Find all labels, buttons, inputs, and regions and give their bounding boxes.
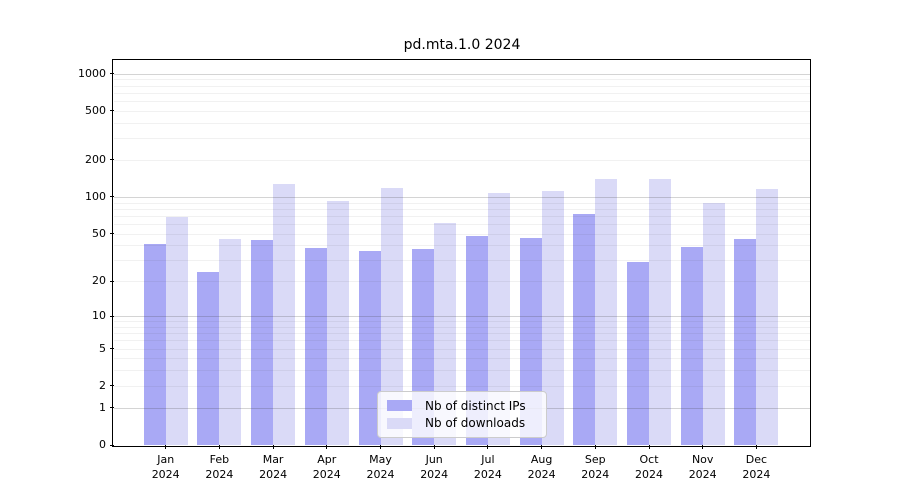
legend-item-downloads: Nb of downloads [387,415,537,433]
x-tick-oct [648,445,650,449]
y-tick-label-50: 50 [92,226,106,240]
legend-label-downloads: Nb of downloads [425,416,526,431]
legend-swatch-distinct-ips [387,400,412,412]
gridline-400 [114,122,810,124]
gridline-50 [114,233,810,235]
x-tick-aug [541,445,543,449]
x-tick-label-nov: Nov 2024 [688,453,717,481]
gridline-800 [114,85,810,87]
legend: Nb of distinct IPs Nb of downloads [377,391,547,438]
bar-nb-of-downloads-jan [165,217,188,445]
gridline-1000 [114,73,810,75]
gridline-10 [114,316,810,318]
gridline-500 [114,110,810,112]
legend-label-distinct-ips: Nb of distinct IPs [425,398,526,413]
bar-nb-of-distinct-ips-mar [251,240,274,445]
y-tick-label-100: 100 [85,189,106,203]
bar-nb-of-downloads-nov [702,203,725,445]
x-tick-jan [165,445,167,449]
gridline-9 [114,321,810,323]
bar-nb-of-distinct-ips-oct [627,262,649,445]
bar-nb-of-downloads-feb [219,239,242,445]
x-tick-label-feb: Feb 2024 [205,453,234,481]
bar-nb-of-downloads-dec [756,189,779,445]
bar-nb-of-downloads-oct [649,178,671,445]
gridline-60 [114,224,810,226]
y-tick-label-1: 1 [99,400,106,414]
gridline-700 [114,92,810,94]
x-tick-jul [487,445,489,449]
bar-nb-of-downloads-jul [487,192,510,445]
y-tick-label-20: 20 [92,274,106,288]
x-tick-label-jun: Jun 2024 [420,453,449,481]
x-tick-nov [702,445,704,449]
gridline-200 [114,159,810,161]
bar-nb-of-downloads-sep [595,179,618,445]
legend-item-distinct-ips: Nb of distinct IPs [387,397,537,415]
gridline-900 [114,79,810,81]
gridline-5 [114,348,810,350]
chart-title: pd.mta.1.0 2024 [403,37,521,53]
legend-swatch-downloads [387,417,412,429]
gridline-7 [114,333,810,335]
bar-nb-of-distinct-ips-feb [197,271,220,445]
gridline-4 [114,358,810,360]
x-tick-label-sep: Sep 2024 [581,453,610,481]
y-tick-label-200: 200 [85,152,106,166]
x-tick-label-jan: Jan 2024 [151,453,180,481]
x-tick-label-oct: Oct 2024 [635,453,663,481]
x-tick-sep [594,445,596,449]
bar-nb-of-distinct-ips-nov [680,246,703,445]
x-tick-label-jul: Jul 2024 [473,453,502,481]
x-tick-may [380,445,381,449]
x-tick-apr [326,445,328,449]
x-tick-jun [433,445,435,449]
gridline-8 [114,326,810,328]
y-tick-label-500: 500 [85,103,106,117]
y-tick-label-5: 5 [99,341,106,355]
bar-nb-of-downloads-may [380,188,403,445]
x-tick-label-aug: Aug 2024 [527,453,556,481]
bar-nb-of-distinct-ips-jan [143,244,166,445]
plot-area: Nb of distinct IPs Nb of downloads [114,61,810,445]
x-tick-label-may: May 2024 [366,453,395,481]
bar-nb-of-distinct-ips-may [358,250,381,445]
x-tick-label-mar: Mar 2024 [259,453,288,481]
bar-nb-of-downloads-mar [273,184,296,445]
x-tick-label-apr: Apr 2024 [312,453,341,481]
x-tick-mar [272,445,274,449]
gridline-300 [114,138,810,140]
y-tick-label-1000: 1000 [78,66,106,80]
x-tick-feb [218,445,220,449]
bar-nb-of-distinct-ips-apr [304,248,327,445]
gridline-2 [114,385,810,387]
y-tick-label-0: 0 [99,438,106,451]
gridline-80 [114,208,810,210]
gridline-3 [114,370,810,372]
bar-nb-of-downloads-jun [434,223,457,445]
y-tick-label-10: 10 [92,309,106,323]
gridline-90 [114,202,810,204]
gridline-20 [114,281,810,283]
grid-layer [114,61,810,445]
gridline-100 [114,196,810,198]
bar-nb-of-distinct-ips-dec [734,239,757,445]
gridline-6 [114,340,810,342]
gridline-600 [114,101,810,103]
bar-nb-of-distinct-ips-sep [573,213,596,445]
gridline-40 [114,245,810,247]
x-tick-label-dec: Dec 2024 [742,453,771,481]
gridline-70 [114,215,810,217]
y-tick-label-2: 2 [99,378,106,392]
bar-nb-of-downloads-apr [326,200,349,445]
x-tick-dec [755,445,757,449]
gridline-30 [114,260,810,262]
bar-nb-of-downloads-aug [541,190,564,445]
